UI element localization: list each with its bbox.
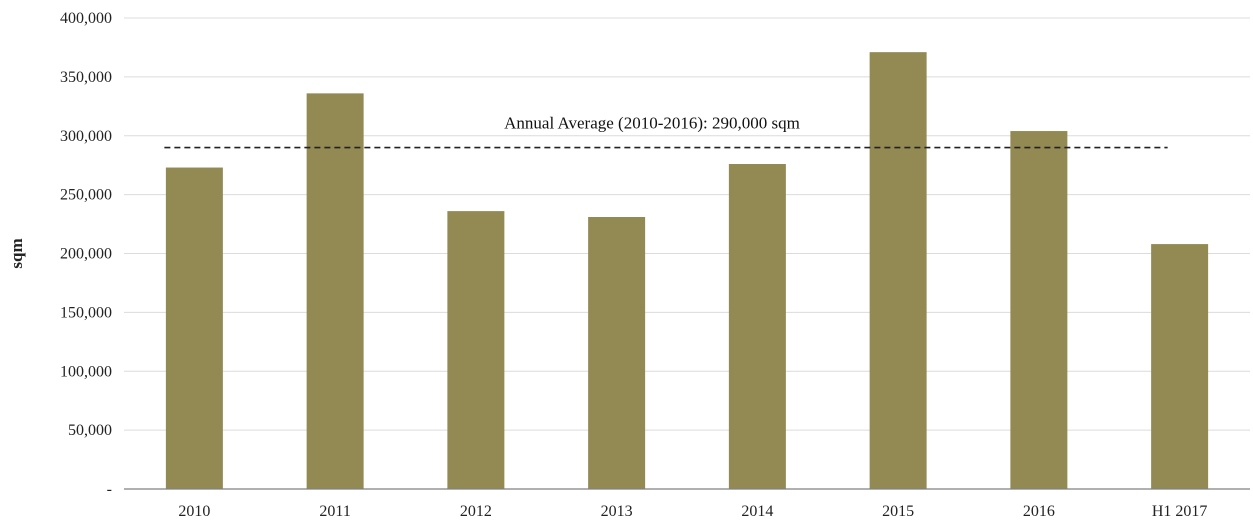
y-axis-title: sqm xyxy=(7,238,26,268)
x-tick-label: 2011 xyxy=(319,503,350,520)
y-tick-label: 300,000 xyxy=(60,128,112,145)
bar-2016 xyxy=(1010,131,1068,490)
y-tick-label: 250,000 xyxy=(60,187,112,204)
y-tick-label: 400,000 xyxy=(60,10,112,27)
gridlines xyxy=(124,17,1250,431)
y-tick-label: 200,000 xyxy=(60,246,112,263)
bar-2013 xyxy=(588,216,646,489)
y-tick-label: 100,000 xyxy=(60,363,112,380)
bar-2011 xyxy=(306,93,364,490)
y-tick-label: - xyxy=(107,481,112,498)
x-tick-label: 2010 xyxy=(178,503,210,520)
y-tick-label: 350,000 xyxy=(60,69,112,86)
average-annotation: Annual Average (2010-2016): 290,000 sqm xyxy=(504,114,800,133)
bar-2014 xyxy=(728,164,786,489)
bar-h1-2017 xyxy=(1151,244,1209,489)
bars xyxy=(165,52,1209,490)
x-tick-label: 2014 xyxy=(741,503,773,520)
x-tick-label: 2012 xyxy=(460,503,492,520)
bar-2012 xyxy=(447,211,505,490)
x-tick-labels: 2010 2011 2012 2013 2014 2015 2016 H1 2017 xyxy=(178,503,1207,520)
y-tick-label: 150,000 xyxy=(60,304,112,321)
bar-2015 xyxy=(869,52,927,490)
bar-2010 xyxy=(165,167,223,490)
y-tick-label: 50,000 xyxy=(68,422,112,439)
x-tick-label: 2013 xyxy=(601,503,633,520)
x-tick-label: 2016 xyxy=(1023,503,1055,520)
x-tick-label: 2015 xyxy=(882,503,914,520)
x-tick-label: H1 2017 xyxy=(1152,503,1208,520)
y-tick-labels: - 50,000 100,000 150,000 200,000 250,000 300,0… xyxy=(60,10,112,498)
